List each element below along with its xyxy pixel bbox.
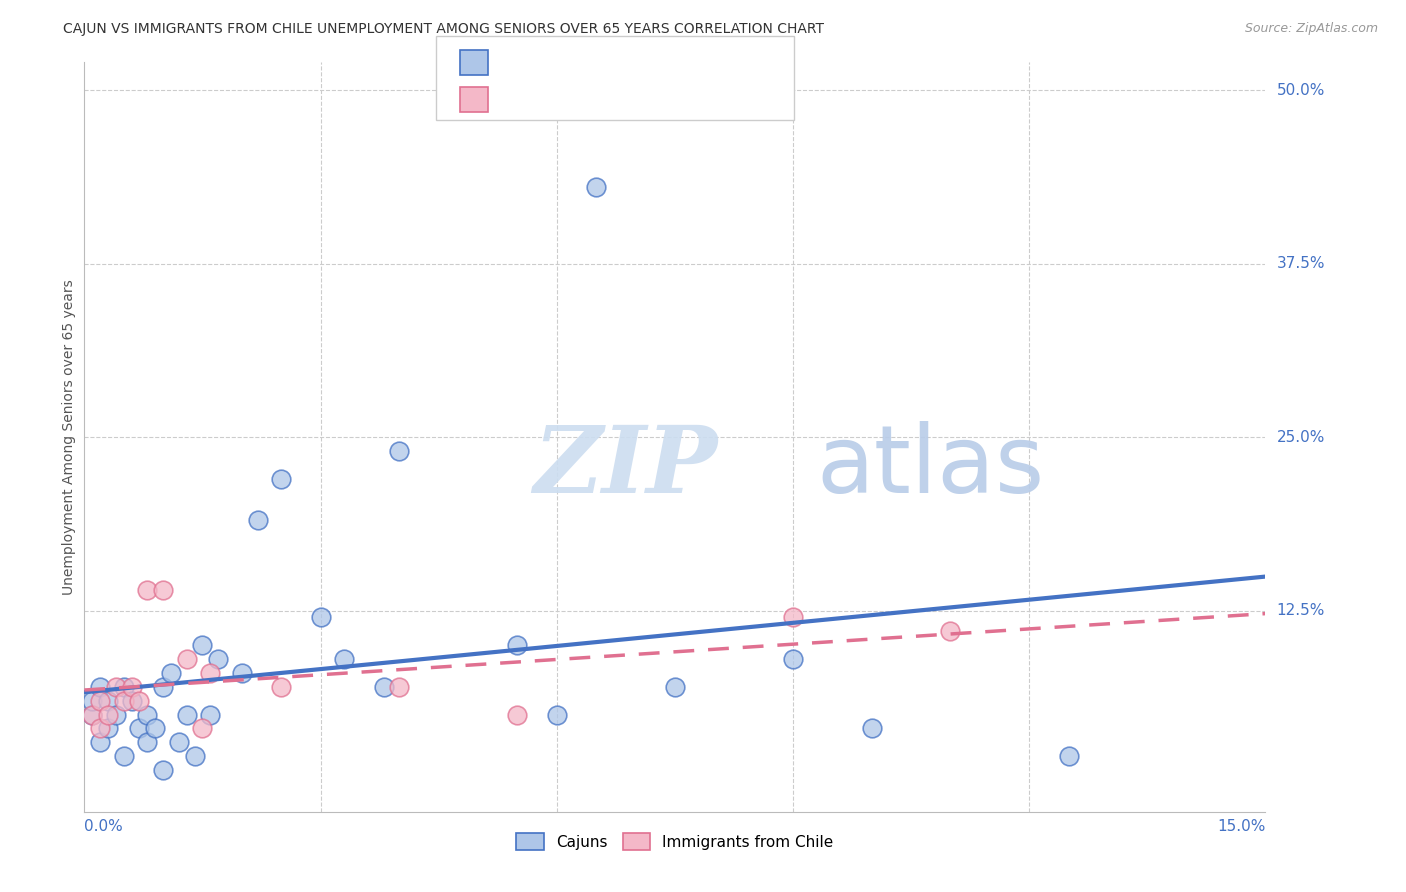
Point xyxy=(231,665,253,680)
Point xyxy=(388,680,411,694)
Point xyxy=(585,180,607,194)
Text: 0.203: 0.203 xyxy=(538,55,582,70)
Point xyxy=(97,707,120,722)
Point xyxy=(136,707,159,722)
Point xyxy=(136,582,159,597)
Point xyxy=(128,694,150,708)
Text: 0.0%: 0.0% xyxy=(84,819,124,834)
Text: ZIP: ZIP xyxy=(533,422,717,512)
Text: 50.0%: 50.0% xyxy=(1277,83,1324,98)
Point xyxy=(782,610,804,624)
Point xyxy=(309,610,332,624)
Point xyxy=(143,722,166,736)
Text: CAJUN VS IMMIGRANTS FROM CHILE UNEMPLOYMENT AMONG SENIORS OVER 65 YEARS CORRELAT: CAJUN VS IMMIGRANTS FROM CHILE UNEMPLOYM… xyxy=(63,22,824,37)
Point xyxy=(388,444,411,458)
Point xyxy=(112,680,135,694)
Point xyxy=(782,652,804,666)
Point xyxy=(191,638,214,652)
Text: 12.5%: 12.5% xyxy=(1277,603,1324,618)
Point xyxy=(200,665,222,680)
Point xyxy=(176,707,198,722)
Point xyxy=(112,749,135,764)
Point xyxy=(506,707,529,722)
Text: 18: 18 xyxy=(671,92,690,107)
Point xyxy=(152,582,174,597)
Point xyxy=(89,694,111,708)
Point xyxy=(104,680,127,694)
Point xyxy=(97,694,120,708)
Point xyxy=(82,707,104,722)
Text: 15.0%: 15.0% xyxy=(1218,819,1265,834)
Point xyxy=(200,707,222,722)
Point xyxy=(333,652,356,666)
Point xyxy=(82,694,104,708)
Point xyxy=(860,722,883,736)
Legend: Cajuns, Immigrants from Chile: Cajuns, Immigrants from Chile xyxy=(510,827,839,856)
Text: atlas: atlas xyxy=(817,421,1045,513)
Point xyxy=(207,652,229,666)
Point xyxy=(89,722,111,736)
Text: 0.291: 0.291 xyxy=(538,92,582,107)
Text: 25.0%: 25.0% xyxy=(1277,430,1324,444)
Point xyxy=(82,707,104,722)
Point xyxy=(167,735,190,749)
Point xyxy=(506,638,529,652)
Text: 37: 37 xyxy=(671,55,690,70)
Point xyxy=(121,680,143,694)
Point xyxy=(546,707,568,722)
Point xyxy=(939,624,962,639)
Text: 37.5%: 37.5% xyxy=(1277,256,1324,271)
Point xyxy=(128,722,150,736)
Point xyxy=(270,680,292,694)
Point xyxy=(152,680,174,694)
Text: N =: N = xyxy=(633,55,666,70)
Point xyxy=(97,722,120,736)
Text: R =: R = xyxy=(496,92,530,107)
Point xyxy=(89,680,111,694)
Point xyxy=(183,749,205,764)
Point xyxy=(121,694,143,708)
Point xyxy=(89,735,111,749)
Text: R =: R = xyxy=(496,55,530,70)
Point xyxy=(373,680,395,694)
Point xyxy=(246,513,269,527)
Text: Source: ZipAtlas.com: Source: ZipAtlas.com xyxy=(1244,22,1378,36)
Point xyxy=(191,722,214,736)
Point xyxy=(664,680,686,694)
Point xyxy=(152,763,174,777)
Point xyxy=(160,665,183,680)
Y-axis label: Unemployment Among Seniors over 65 years: Unemployment Among Seniors over 65 years xyxy=(62,279,76,595)
Point xyxy=(176,652,198,666)
Text: N =: N = xyxy=(633,92,666,107)
Point xyxy=(112,694,135,708)
Point xyxy=(270,472,292,486)
Point xyxy=(104,707,127,722)
Point xyxy=(1057,749,1080,764)
Point xyxy=(136,735,159,749)
